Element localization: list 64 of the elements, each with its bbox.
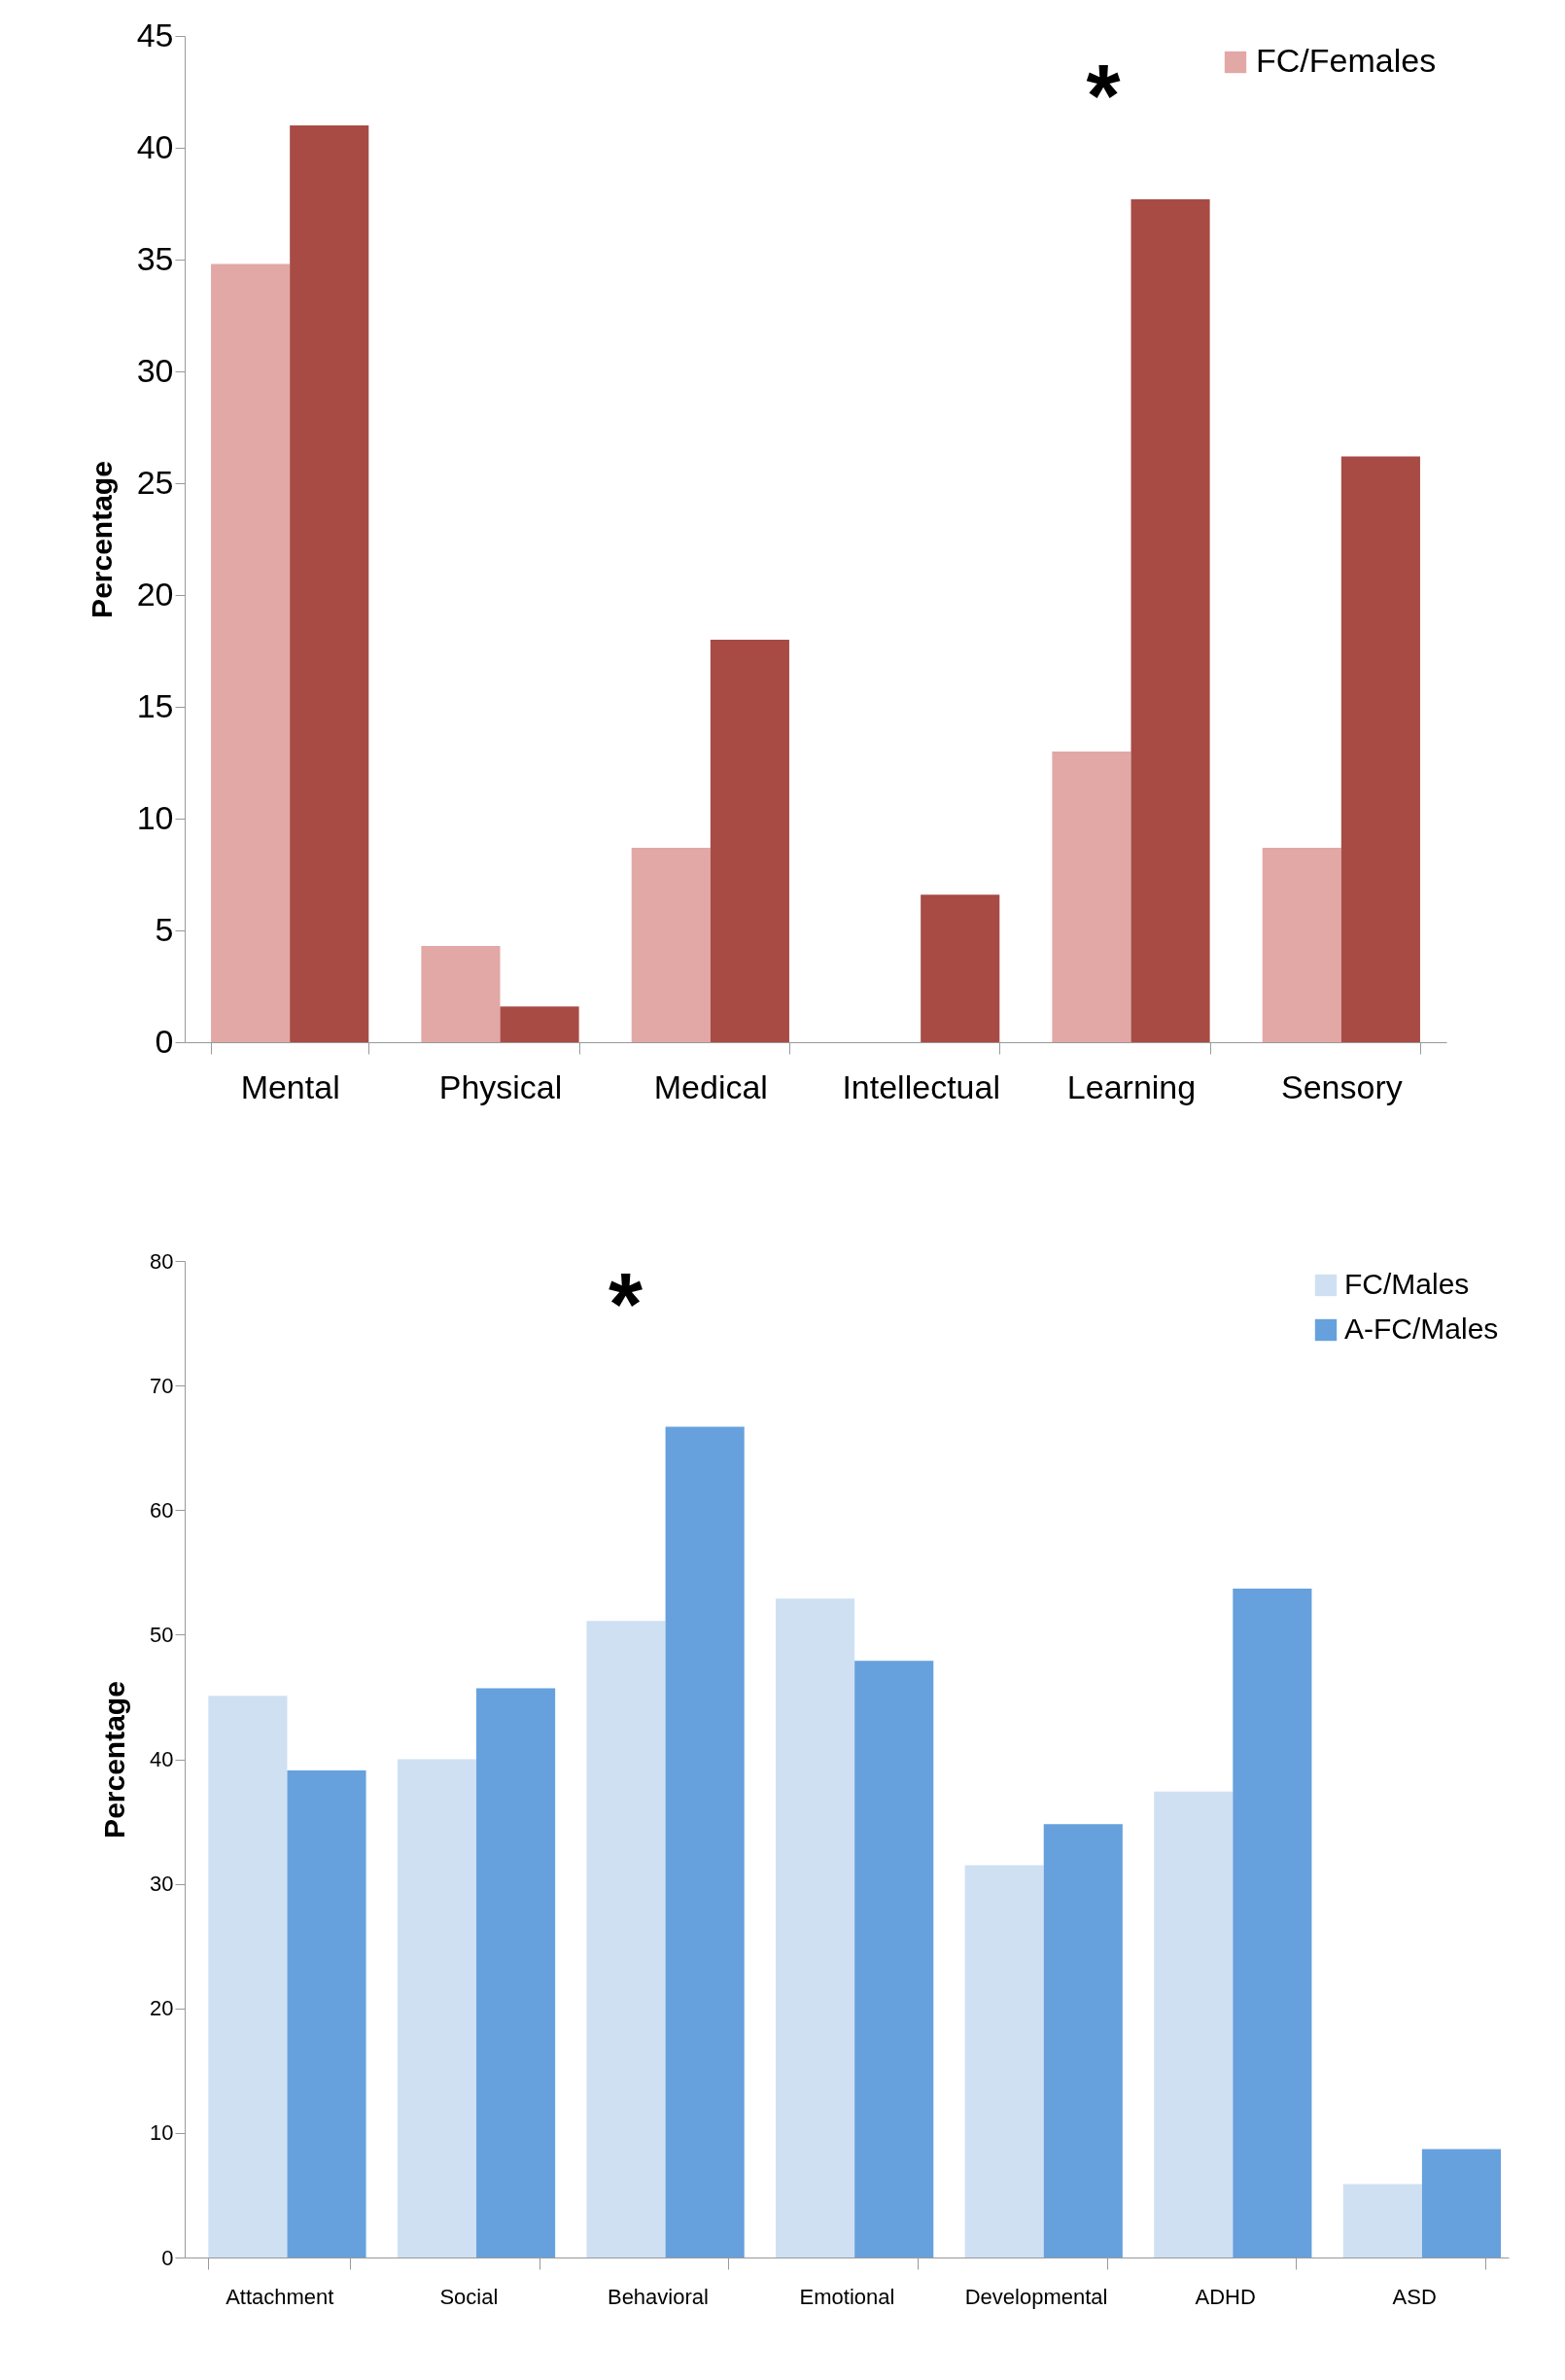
- bar: [287, 1770, 366, 2258]
- y-axis-title: Percentage: [98, 1681, 131, 1838]
- bar: [1262, 847, 1341, 1042]
- bar: [710, 640, 789, 1042]
- y-tick-label: 45: [136, 16, 174, 53]
- bar: [500, 1006, 579, 1042]
- bar: [854, 1661, 934, 2258]
- bar: [921, 894, 1000, 1042]
- bar: [631, 847, 711, 1042]
- x-tick-label: Medical: [653, 1068, 768, 1105]
- bar: [1421, 2149, 1501, 2258]
- bar: [1233, 1588, 1312, 2258]
- x-tick-label: Attachment: [226, 2284, 334, 2309]
- legend-label: A-FC/Males: [1344, 1312, 1499, 1345]
- bar: [1052, 752, 1131, 1042]
- bar: [1154, 1791, 1234, 2258]
- y-tick-label: 10: [136, 798, 174, 836]
- y-tick-label: 0: [155, 1022, 174, 1060]
- y-tick-label: 10: [150, 2120, 174, 2146]
- x-tick-label: Emotional: [799, 2284, 895, 2309]
- x-tick-label: Behavioral: [607, 2284, 709, 2309]
- bar: [208, 1696, 288, 2258]
- y-tick-label: 80: [150, 1248, 174, 1274]
- x-tick-label: Physical: [438, 1068, 563, 1105]
- legend-label: FC/Females: [1256, 42, 1437, 79]
- bar: [586, 1621, 666, 2258]
- y-tick-label: 25: [136, 463, 174, 501]
- legend-label: FC/Males: [1344, 1268, 1470, 1300]
- y-tick-label: 5: [155, 910, 174, 948]
- annotation: *: [1086, 48, 1121, 146]
- bar: [211, 263, 291, 1042]
- bar: [964, 1865, 1044, 2258]
- y-tick-label: 30: [150, 1872, 174, 1897]
- y-tick-label: 50: [150, 1622, 174, 1647]
- y-tick-label: 40: [150, 1747, 174, 1771]
- x-tick-label: ADHD: [1195, 2284, 1256, 2309]
- y-tick-label: 15: [136, 686, 174, 724]
- y-tick-label: 20: [150, 1996, 174, 2021]
- bar: [290, 125, 369, 1042]
- y-axis-title: Percentage: [85, 461, 118, 618]
- x-tick-label: ASD: [1392, 2284, 1437, 2309]
- bar: [665, 1426, 745, 2258]
- x-tick-label: Mental: [240, 1068, 340, 1105]
- y-tick-label: 60: [150, 1497, 174, 1522]
- y-tick-label: 35: [136, 239, 174, 277]
- x-tick-label: Learning: [1066, 1068, 1197, 1105]
- bar: [397, 1759, 477, 2258]
- y-tick-label: 0: [161, 2245, 174, 2270]
- y-tick-label: 30: [136, 351, 174, 389]
- x-tick-label: Sensory: [1280, 1068, 1403, 1105]
- annotation: *: [609, 1255, 643, 1353]
- bar: [1340, 456, 1420, 1042]
- bar: [776, 1598, 855, 2258]
- bar: [1043, 1824, 1123, 2258]
- y-tick-label: 20: [136, 575, 174, 612]
- x-tick-label: Intellectual: [842, 1068, 1000, 1105]
- bar: [1130, 198, 1210, 1042]
- bar: [476, 1688, 556, 2258]
- bar: [1342, 2184, 1422, 2258]
- x-tick-label: Social: [439, 2284, 499, 2309]
- y-tick-label: 70: [150, 1373, 174, 1398]
- x-tick-label: Developmental: [964, 2284, 1108, 2309]
- bar: [421, 946, 501, 1042]
- y-tick-label: 40: [136, 127, 174, 165]
